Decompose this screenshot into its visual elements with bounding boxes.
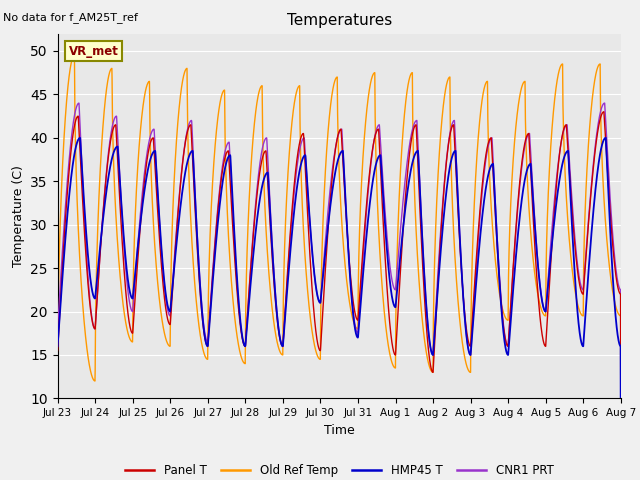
Legend: Panel T, Old Ref Temp, HMP45 T, CNR1 PRT: Panel T, Old Ref Temp, HMP45 T, CNR1 PRT [120,459,559,480]
Text: VR_met: VR_met [69,45,119,58]
Title: Temperatures: Temperatures [287,13,392,28]
Text: No data for f_AM25T_ref: No data for f_AM25T_ref [3,12,138,23]
X-axis label: Time: Time [324,424,355,437]
Y-axis label: Temperature (C): Temperature (C) [12,165,25,267]
